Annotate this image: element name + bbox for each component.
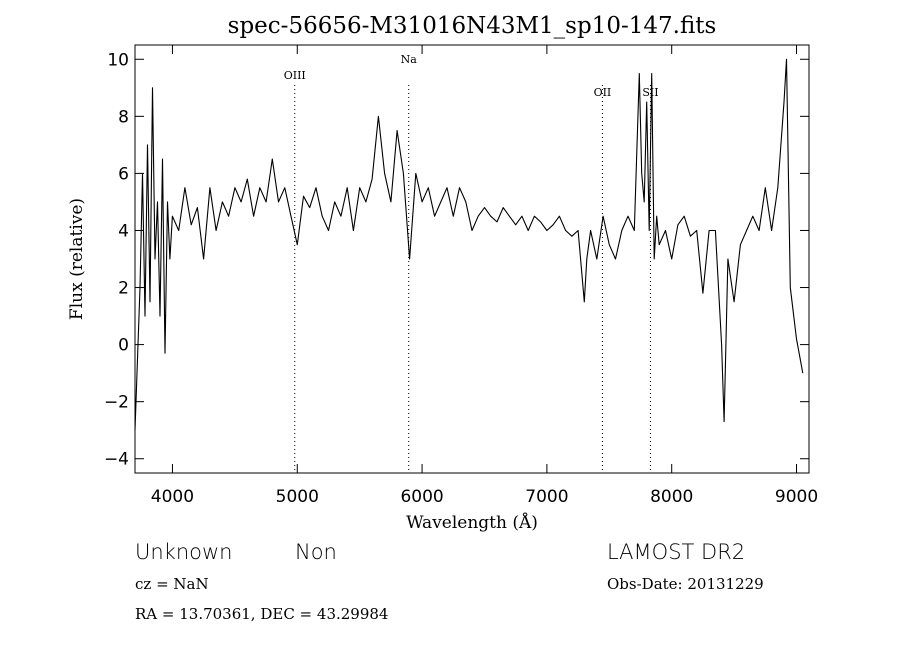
obs-date: Obs-Date: 20131229 <box>607 575 764 593</box>
y-axis-label: Flux (relative) <box>67 198 87 320</box>
y-tick-label: −4 <box>104 450 129 470</box>
line-marker-label: OIII <box>284 69 306 82</box>
chart-title: spec-56656-M31016N43M1_sp10-147.fits <box>228 13 717 39</box>
x-tick-label: 5000 <box>276 487 319 507</box>
line-marker-label: SII <box>642 86 658 99</box>
spectrum-line <box>134 58 804 431</box>
x-axis-label: Wavelength (Å) <box>406 512 538 533</box>
survey-label: LAMOST DR2 <box>607 540 746 564</box>
y-tick-label: 10 <box>107 50 129 70</box>
y-tick-label: −2 <box>104 393 129 413</box>
radec-value: RA = 13.70361, DEC = 43.29984 <box>135 605 389 623</box>
line-marker-label: OII <box>594 86 612 99</box>
y-tick-label: 0 <box>118 336 129 356</box>
subclass-label: Non <box>295 540 337 564</box>
x-tick-label: 4000 <box>151 487 194 507</box>
y-tick-label: 6 <box>118 164 129 184</box>
axis-ticks: 4000 5000 6000 7000 8000 9000 −4 −2 0 2 4 6 8 10 <box>104 45 818 507</box>
class-label: Unknown <box>135 540 233 564</box>
x-tick-label: 7000 <box>525 487 568 507</box>
y-tick-label: 4 <box>118 221 129 241</box>
line-markers: OIII Na OII SII <box>284 53 659 473</box>
x-tick-label: 8000 <box>650 487 693 507</box>
y-tick-label: 2 <box>118 279 129 299</box>
x-tick-label: 6000 <box>400 487 443 507</box>
line-marker-label: Na <box>401 53 418 66</box>
x-tick-label: 9000 <box>775 487 818 507</box>
plot-frame <box>134 44 810 474</box>
cz-value: cz = NaN <box>135 575 209 593</box>
spectrum-series <box>134 58 804 431</box>
y-tick-label: 8 <box>118 107 129 127</box>
